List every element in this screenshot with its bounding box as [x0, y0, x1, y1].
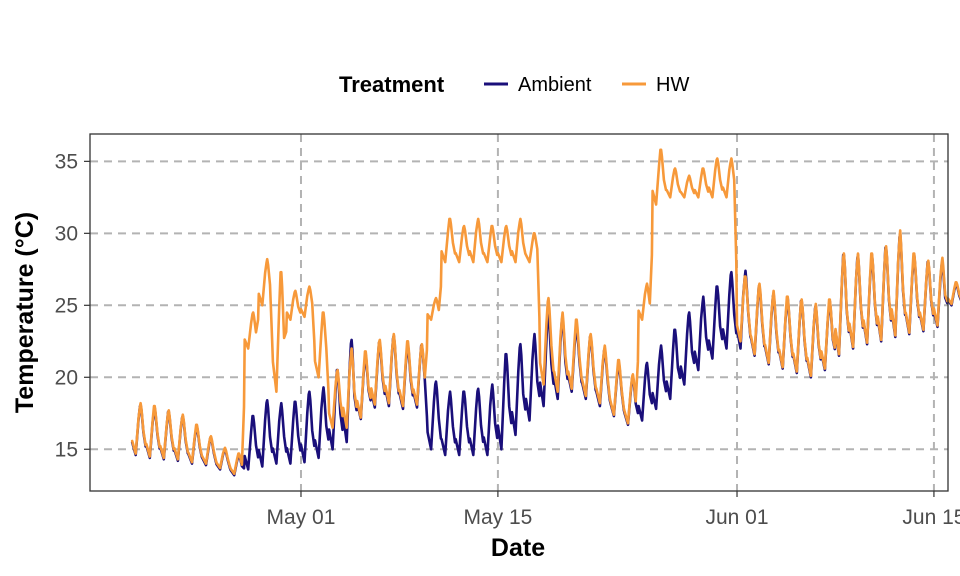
- plot-border: [89, 133, 949, 492]
- y-axis-title: Temperature (°C): [11, 212, 39, 413]
- grid: [90, 134, 948, 491]
- x-tick-label: May 15: [463, 506, 532, 529]
- legend-title: Treatment: [339, 72, 445, 97]
- x-axis-title: Date: [491, 534, 545, 562]
- plot-panel: [90, 134, 948, 491]
- legend-label-hw: HW: [656, 74, 689, 96]
- y-tick-label: 20: [55, 366, 78, 389]
- series-layer: [130, 148, 960, 477]
- series-line-hw: [130, 148, 960, 475]
- y-tick-label: 15: [55, 438, 78, 461]
- legend: Treatment Ambient HW: [339, 72, 689, 97]
- x-tick-label: May 01: [267, 506, 336, 529]
- legend-label-ambient: Ambient: [518, 74, 592, 96]
- y-tick-label: 30: [55, 222, 78, 245]
- x-tick-label: Jun 01: [705, 506, 768, 529]
- x-tick-label: Jun 15: [902, 506, 960, 529]
- axes: 15 20 25 30 35 May 01 May 15 Jun 01 Jun 15: [55, 150, 960, 529]
- y-tick-label: 25: [55, 294, 78, 317]
- y-tick-label: 35: [55, 150, 78, 173]
